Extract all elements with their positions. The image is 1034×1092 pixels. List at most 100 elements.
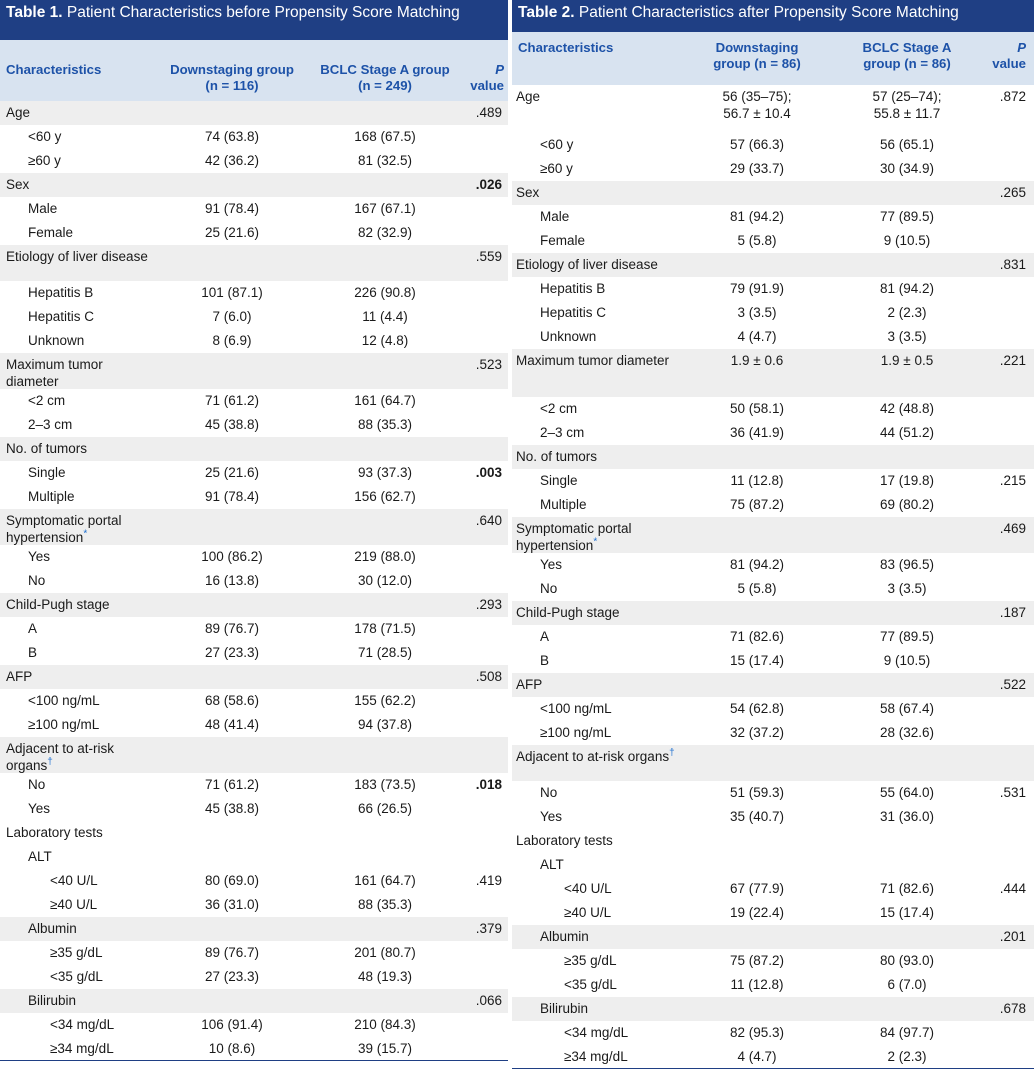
downstaging-value xyxy=(162,353,302,356)
bclc-value-text: 81 (94.2) xyxy=(879,281,935,296)
table-row: Etiology of liver disease .831 xyxy=(512,253,1034,277)
header-downstaging-group-line1: Downstaging xyxy=(715,40,799,55)
row-label: 2–3 cm xyxy=(28,413,156,433)
downstaging-value: 29 (33.7) xyxy=(687,157,827,177)
row-label: ≥34 mg/dL xyxy=(564,1045,676,1065)
row-label: Hepatitis B xyxy=(28,281,156,301)
header-downstaging-group-line2: group (n = 86) xyxy=(713,56,801,71)
p-value: .523 xyxy=(475,357,502,372)
bclc-value: 31 (36.0) xyxy=(837,805,977,825)
bclc-value-text: 31 (36.0) xyxy=(879,809,935,824)
row-label-text: Male xyxy=(540,209,570,224)
bclc-value-text: 226 (90.8) xyxy=(354,285,416,300)
table-2-caption: Patient Characteristics after Propensity… xyxy=(578,4,959,21)
downstaging-value-text: 79 (91.9) xyxy=(729,281,785,296)
bclc-value-text: 77 (89.5) xyxy=(879,209,935,224)
row-label: No xyxy=(28,773,156,793)
table-row: Adjacent to at-risk organs† xyxy=(0,737,508,773)
header-downstaging-group-line2: (n = 116) xyxy=(205,78,259,93)
bclc-value-text: 167 (67.1) xyxy=(354,201,416,216)
bclc-value: 9 (10.5) xyxy=(837,229,977,249)
table-row: Male 81 (94.2) 77 (89.5) xyxy=(512,205,1034,229)
table-row: <100 ng/mL 54 (62.8) 58 (67.4) xyxy=(512,697,1034,721)
downstaging-value xyxy=(162,821,302,824)
row-label-text: Male xyxy=(28,201,58,216)
downstaging-value: 42 (36.2) xyxy=(162,149,302,169)
table-row: <2 cm 71 (61.2) 161 (64.7) xyxy=(0,389,508,413)
table-2-header: Characteristics Downstaging group (n = 8… xyxy=(512,32,1034,85)
downstaging-value: 25 (21.6) xyxy=(162,221,302,241)
table-row: Symptomatic portal hypertension* .640 xyxy=(0,509,508,545)
bclc-value: 178 (71.5) xyxy=(315,617,455,637)
bclc-value-text: 201 (80.7) xyxy=(354,945,416,960)
row-label: Female xyxy=(28,221,156,241)
bclc-value-text: 42 (48.8) xyxy=(879,401,935,416)
bclc-value: 161 (64.7) xyxy=(315,389,455,409)
row-label-text: ≥34 mg/dL xyxy=(564,1049,628,1064)
row-label-text: Child-Pugh stage xyxy=(516,605,620,620)
row-label: Laboratory tests xyxy=(516,829,676,849)
bclc-value: 39 (15.7) xyxy=(315,1037,455,1057)
downstaging-value: 11 (12.8) xyxy=(687,973,827,993)
row-label: No. of tumors xyxy=(516,445,676,465)
downstaging-value: 79 (91.9) xyxy=(687,277,827,297)
header-p-letter: P xyxy=(1017,40,1026,55)
table-row: Hepatitis B 101 (87.1) 226 (90.8) xyxy=(0,281,508,305)
row-label-text: Multiple xyxy=(28,489,75,504)
downstaging-value-text: 81 (94.2) xyxy=(729,209,785,224)
downstaging-value: 54 (62.8) xyxy=(687,697,827,717)
row-label-text: No xyxy=(28,573,46,588)
row-label: Male xyxy=(540,205,676,225)
downstaging-value: 5 (5.8) xyxy=(687,229,827,249)
row-label: 2–3 cm xyxy=(540,421,676,441)
bclc-value: 161 (64.7) xyxy=(315,869,455,889)
row-label-text: AFP xyxy=(516,677,543,692)
table-row: ≥35 g/dL 89 (76.7) 201 (80.7) xyxy=(0,941,508,965)
bclc-value-text: 88 (35.3) xyxy=(357,417,413,432)
bclc-value: 219 (88.0) xyxy=(315,545,455,565)
table-row: Yes 81 (94.2) 83 (96.5) xyxy=(512,553,1034,577)
bclc-value-text: 80 (93.0) xyxy=(879,953,935,968)
table-1-caption: Patient Characteristics before Propensit… xyxy=(66,4,460,21)
bclc-value: 2 (2.3) xyxy=(837,1045,977,1065)
table-row: AFP .508 xyxy=(0,665,508,689)
table-row: <100 ng/mL 68 (58.6) 155 (62.2) xyxy=(0,689,508,713)
bclc-value-text: 69 (80.2) xyxy=(879,497,935,512)
table-row: Bilirubin .066 xyxy=(0,989,508,1013)
row-label-text: AFP xyxy=(6,669,33,684)
bclc-value: 42 (48.8) xyxy=(837,397,977,417)
bclc-value-text: 15 (17.4) xyxy=(879,905,935,920)
table-row: Female 5 (5.8) 9 (10.5) xyxy=(512,229,1034,253)
downstaging-value-text: 106 (91.4) xyxy=(201,1017,263,1032)
downstaging-value: 74 (63.8) xyxy=(162,125,302,145)
downstaging-value-text: 89 (76.7) xyxy=(204,621,260,636)
row-label-text: <60 y xyxy=(540,137,574,152)
row-label: Yes xyxy=(28,545,156,565)
header-p-word: value xyxy=(992,56,1026,71)
bclc-value: 55 (64.0) xyxy=(837,781,977,801)
downstaging-value: 75 (87.2) xyxy=(687,949,827,969)
row-label: Albumin xyxy=(28,917,156,937)
downstaging-value-text: 50 (58.1) xyxy=(729,401,785,416)
row-label-text: Age xyxy=(516,89,541,104)
downstaging-value-text: 15 (17.4) xyxy=(729,653,785,668)
bclc-value-text: 81 (32.5) xyxy=(357,153,413,168)
header-downstaging-group: Downstaging group (n = 116) xyxy=(162,62,302,94)
downstaging-value: 71 (82.6) xyxy=(687,625,827,645)
bclc-value: 94 (37.8) xyxy=(315,713,455,733)
downstaging-value xyxy=(687,745,827,748)
downstaging-value: 68 (58.6) xyxy=(162,689,302,709)
table-2: Table 2. Patient Characteristics after P… xyxy=(512,0,1034,1069)
row-label: No xyxy=(540,781,676,801)
downstaging-value-text: 71 (61.2) xyxy=(204,393,260,408)
bclc-value xyxy=(315,737,455,740)
row-label-text: Etiology of liver disease xyxy=(516,257,658,272)
downstaging-value: 89 (76.7) xyxy=(162,941,302,961)
header-p-word: value xyxy=(470,78,504,93)
row-label: ≥40 U/L xyxy=(564,901,676,921)
bclc-value: 81 (94.2) xyxy=(837,277,977,297)
downstaging-value-text: 4 (4.7) xyxy=(737,1049,777,1064)
row-label: <60 y xyxy=(28,125,156,145)
row-label: AFP xyxy=(6,665,156,685)
